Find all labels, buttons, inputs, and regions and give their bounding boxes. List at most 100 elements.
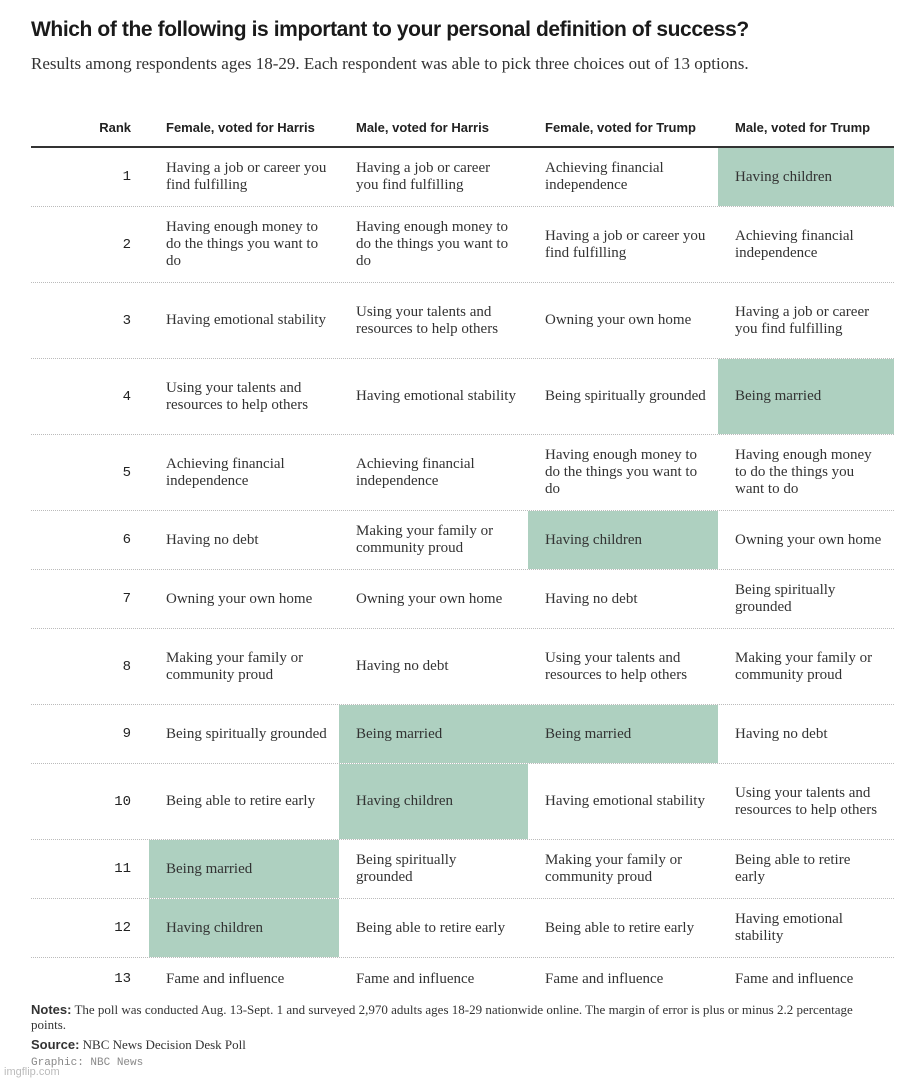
table-cell: Having a job or career you find fulfilli… <box>528 207 718 282</box>
table-cell: Being able to retire early <box>149 764 339 839</box>
table-row: 5 Achieving financial independence Achievi… <box>31 435 894 511</box>
chart-title: Which of the following is important to y… <box>31 18 749 41</box>
cell-text: Having enough money to do the things you… <box>356 219 509 269</box>
highlighted-cell: Having children <box>339 764 528 839</box>
table-cell: Being able to retire early <box>339 899 528 957</box>
header-column: Female, voted for Trump <box>545 120 696 135</box>
notes: Notes: The poll was conducted Aug. 13-Se… <box>31 1002 891 1032</box>
cell-text: Having a job or career you find fulfilli… <box>545 227 706 261</box>
cell-text: Owning your own home <box>545 312 692 328</box>
table-cell: Achieving financial independence <box>149 435 339 510</box>
table-cell: Having emotional stability <box>718 899 894 957</box>
table-cell: Having no debt <box>149 511 339 569</box>
watermark: imgflip.com <box>4 1066 60 1078</box>
table-cell: Having no debt <box>339 629 528 704</box>
cell-text: Using your talents and resources to help… <box>356 303 499 337</box>
rank-number: 3 <box>122 312 131 329</box>
table-row: 10 Being able to retire early Having child… <box>31 764 894 840</box>
cell-text: Having emotional stability <box>735 911 843 944</box>
table-cell: Making your family or community proud <box>339 511 528 569</box>
header-column: Male, voted for Harris <box>356 120 489 135</box>
table-cell: Achieving financial independence <box>528 148 718 206</box>
cell-text: Fame and influence <box>735 970 854 987</box>
highlighted-cell: Having children <box>149 899 339 957</box>
rank-number: 8 <box>122 658 131 675</box>
table-cell: Being spiritually grounded <box>149 705 339 763</box>
cell-text: Making your family or community proud <box>356 523 494 556</box>
table-cell: Having emotional stability <box>339 359 528 434</box>
cell-text: Having no debt <box>166 531 259 548</box>
cell-text: Being able to retire early <box>166 793 316 809</box>
highlighted-cell: Being married <box>528 705 718 763</box>
notes-text: The poll was conducted Aug. 13-Sept. 1 a… <box>31 1002 853 1032</box>
table-cell: Owning your own home <box>149 570 339 628</box>
highlighted-cell: Being married <box>149 840 339 898</box>
cell-text: Making your family or community proud <box>545 852 683 885</box>
cell-text: Making your family or community proud <box>166 649 304 683</box>
table-row: 12 Having children Being able to retire ea… <box>31 899 894 958</box>
table-cell: Being spiritually grounded <box>718 570 894 628</box>
table-cell: Having a job or career you find fulfilli… <box>718 283 894 358</box>
table-cell: Having enough money to do the things you… <box>528 435 718 510</box>
cell-text: Being spiritually grounded <box>545 388 706 404</box>
cell-text: Using your talents and resources to help… <box>166 379 309 413</box>
table-cell: Fame and influence <box>528 958 718 1000</box>
cell-text: Being spiritually grounded <box>166 725 327 742</box>
rank-number: 6 <box>122 532 131 548</box>
cell-text: Being able to retire early <box>356 919 506 936</box>
cell-text: Having children <box>166 919 264 936</box>
cell-text: Having children <box>545 531 643 548</box>
table-row: 4 Using your talents and resources to hel… <box>31 359 894 435</box>
cell-text: Having emotional stability <box>356 388 516 404</box>
cell-text: Owning your own home <box>166 590 313 607</box>
table-row: 1 Having a job or career you find fulfill… <box>31 148 894 207</box>
cell-text: Having a job or career you find fulfilli… <box>356 160 491 193</box>
highlighted-cell: Being married <box>718 359 894 434</box>
rank-number: 1 <box>122 169 131 185</box>
rank-number: 13 <box>114 971 131 987</box>
cell-text: Being married <box>545 725 632 742</box>
cell-text: Using your talents and resources to help… <box>735 784 878 818</box>
header-rank: Rank <box>99 120 131 135</box>
table-cell: Having no debt <box>718 705 894 763</box>
cell-text: Being able to retire early <box>545 919 695 936</box>
table-row: 11 Being married Being spiritually grounde… <box>31 840 894 899</box>
cell-text: Achieving financial independence <box>166 455 285 489</box>
rank-number: 9 <box>122 726 131 742</box>
cell-text: Having a job or career you find fulfilli… <box>735 303 870 337</box>
rank-number: 4 <box>122 388 131 405</box>
table-header: Rank Female, voted for Harris Male, voted … <box>31 112 894 148</box>
table-cell: Fame and influence <box>339 958 528 1000</box>
cell-text: Having enough money to do the things you… <box>166 219 319 269</box>
table-cell: Using your talents and resources to help… <box>718 764 894 839</box>
table-row: 3 Having emotional stability Using your ta… <box>31 283 894 359</box>
table-cell: Owning your own home <box>718 511 894 569</box>
cell-text: Using your talents and resources to help… <box>545 649 688 683</box>
cell-text: Having no debt <box>735 725 828 742</box>
cell-text: Achieving financial independence <box>356 455 475 489</box>
rank-number: 10 <box>114 793 131 810</box>
table-row: 7 Owning your own home Owning your own hom… <box>31 570 894 629</box>
cell-text: Being married <box>166 860 253 877</box>
highlighted-cell: Having children <box>528 511 718 569</box>
cell-text: Having no debt <box>545 590 638 607</box>
cell-text: Fame and influence <box>166 970 285 987</box>
cell-text: Having children <box>356 793 454 809</box>
cell-text: Achieving financial independence <box>735 227 854 261</box>
table-cell: Having emotional stability <box>528 764 718 839</box>
table-row: 2 Having enough money to do the things yo… <box>31 207 894 283</box>
table-cell: Having no debt <box>528 570 718 628</box>
table-cell: Being spiritually grounded <box>528 359 718 434</box>
table-cell: Having enough money to do the things you… <box>718 435 894 510</box>
source-label: Source: <box>31 1037 80 1052</box>
notes-label: Notes: <box>31 1002 72 1017</box>
ranking-table: Rank Female, voted for Harris Male, voted … <box>31 112 894 1000</box>
source-text: NBC News Decision Desk Poll <box>79 1037 246 1052</box>
cell-text: Achieving financial independence <box>545 160 664 193</box>
cell-text: Having emotional stability <box>166 312 326 328</box>
highlighted-cell: Having children <box>718 148 894 206</box>
table-cell: Owning your own home <box>528 283 718 358</box>
table-cell: Being able to retire early <box>528 899 718 957</box>
cell-text: Being able to retire early <box>735 852 851 885</box>
cell-text: Owning your own home <box>356 590 503 607</box>
